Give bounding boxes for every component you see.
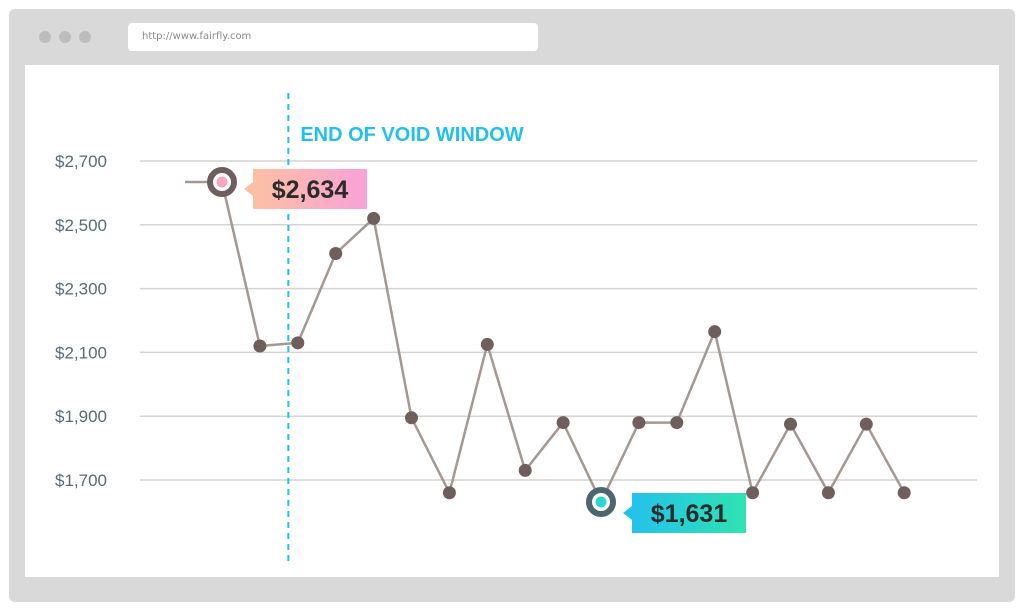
data-point — [859, 417, 873, 431]
minimize-window-button[interactable] — [59, 31, 71, 43]
max-price-point-center — [216, 176, 228, 188]
void-window-marker: END OF VOID WINDOW — [287, 93, 524, 565]
y-tick-label: $2,500 — [55, 216, 107, 235]
price-line-chart: $2,700 $2,500 $2,300 $2,100 $1,900 $1,700 END… — [55, 93, 977, 565]
data-point — [897, 486, 911, 500]
y-tick-label: $2,700 — [55, 152, 107, 171]
data-point — [670, 416, 684, 430]
series-line — [220, 181, 906, 504]
browser-window: http://www.fairfly.com $2,700 $2,500 $2,30… — [9, 9, 1015, 602]
max-price-callout: $2,634 — [244, 169, 367, 210]
data-point — [405, 411, 418, 425]
void-window-label: END OF VOID WINDOW — [300, 124, 523, 146]
y-axis-tick-labels: $2,700 $2,500 $2,300 $2,100 $1,900 $1,700 — [55, 152, 107, 490]
data-point — [556, 416, 570, 430]
close-window-button[interactable] — [39, 31, 51, 43]
grid-lines — [140, 160, 977, 481]
page-viewport: $2,700 $2,500 $2,300 $2,100 $1,900 $1,700 END… — [25, 65, 999, 577]
y-tick-label: $1,900 — [55, 407, 107, 426]
price-callouts: $2,634 $1,631 — [244, 169, 746, 534]
maximize-window-button[interactable] — [79, 31, 91, 43]
data-point — [442, 486, 456, 500]
max-price-callout-label: $2,634 — [272, 176, 349, 204]
min-price-point-center — [595, 496, 607, 508]
max-price-callout-box — [244, 169, 367, 210]
data-point — [291, 336, 305, 350]
y-tick-label: $1,700 — [55, 471, 107, 490]
data-point — [784, 417, 797, 431]
price-series — [185, 167, 911, 518]
data-point — [518, 463, 532, 477]
data-point — [253, 339, 267, 353]
data-point — [746, 486, 760, 500]
address-bar[interactable]: http://www.fairfly.com — [128, 23, 538, 51]
y-tick-label: $2,300 — [55, 280, 107, 299]
min-price-callout: $1,631 — [623, 493, 746, 534]
min-price-callout-box — [623, 493, 746, 534]
y-tick-label: $2,100 — [55, 343, 107, 362]
data-point — [329, 247, 343, 261]
data-point — [632, 416, 646, 430]
data-point — [367, 211, 381, 225]
data-point — [708, 325, 722, 339]
data-point — [480, 337, 494, 351]
min-price-callout-label: $1,631 — [651, 500, 728, 528]
window-controls — [39, 31, 91, 43]
data-point — [821, 486, 835, 500]
